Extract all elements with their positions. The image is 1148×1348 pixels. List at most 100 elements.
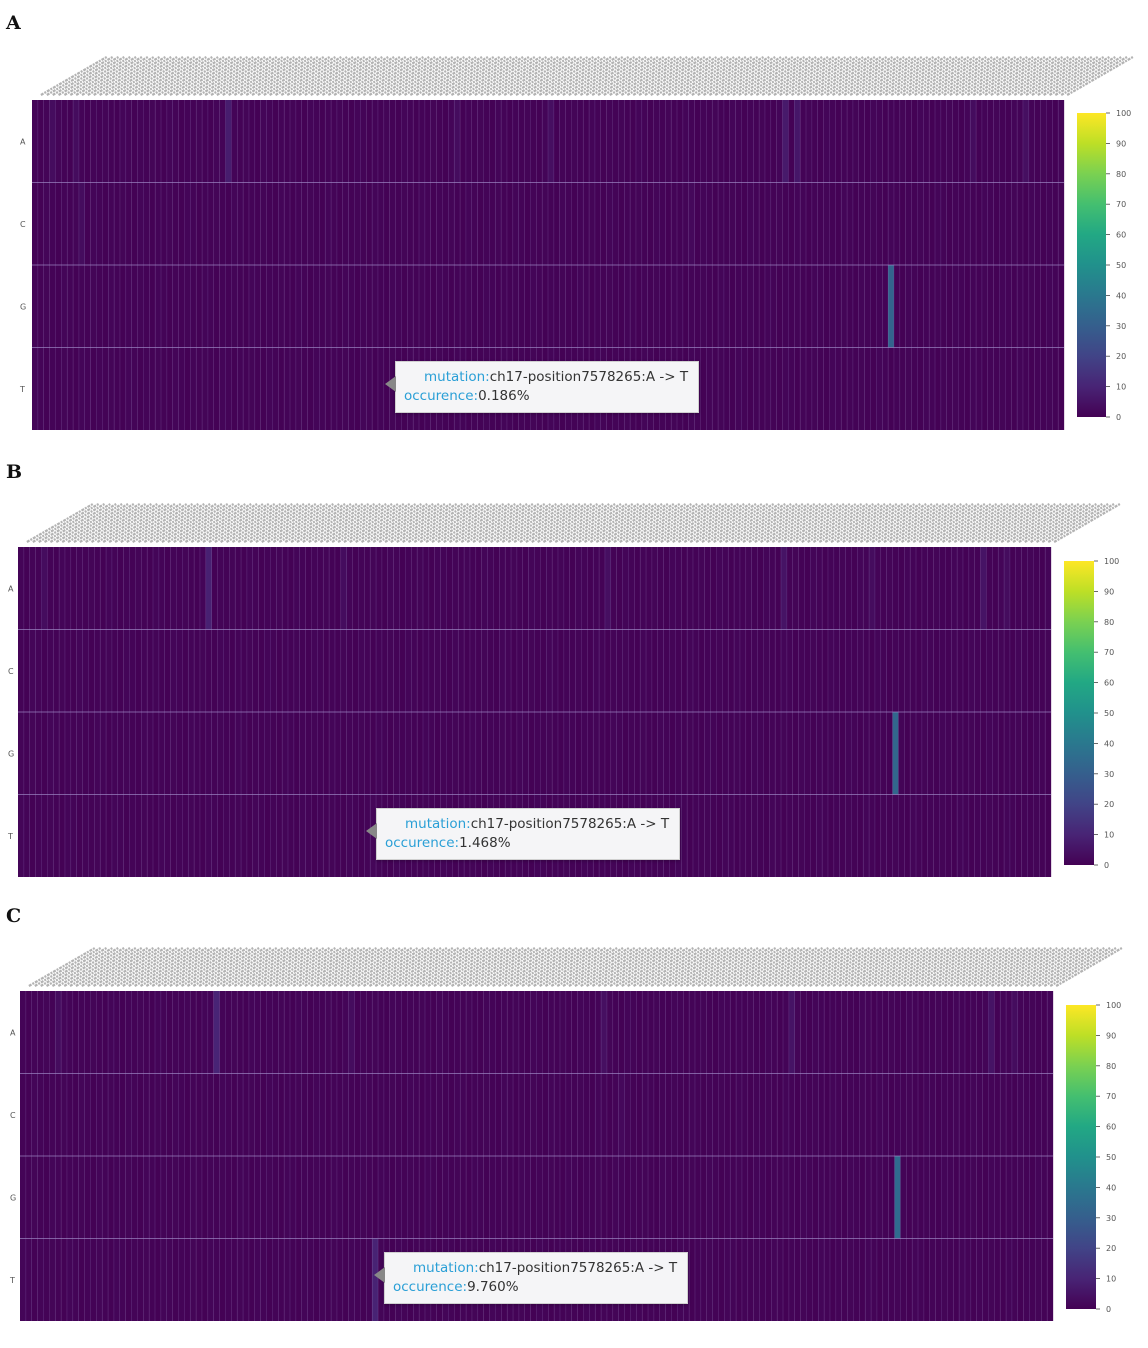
heatmap-cell[interactable] xyxy=(241,547,248,630)
heatmap-cell[interactable] xyxy=(72,1238,79,1322)
heatmap-cell[interactable] xyxy=(916,794,923,878)
heatmap-cell[interactable] xyxy=(354,265,361,348)
heatmap-cell[interactable] xyxy=(581,629,588,713)
heatmap-cell[interactable] xyxy=(119,991,126,1074)
heatmap-cell[interactable] xyxy=(665,1073,672,1157)
heatmap-cell[interactable] xyxy=(1028,265,1035,348)
heatmap-cell[interactable] xyxy=(694,991,701,1074)
heatmap-cell[interactable] xyxy=(393,547,400,630)
heatmap-cell[interactable] xyxy=(125,1238,132,1322)
heatmap-cell[interactable] xyxy=(466,1156,473,1239)
heatmap-cell[interactable] xyxy=(798,629,805,713)
heatmap-cell[interactable] xyxy=(988,1073,995,1157)
heatmap-cell[interactable] xyxy=(276,547,283,630)
heatmap-cell[interactable] xyxy=(43,1156,50,1239)
heatmap-cell[interactable] xyxy=(929,1156,936,1239)
heatmap-cell[interactable] xyxy=(483,991,490,1074)
heatmap-cell[interactable] xyxy=(331,991,338,1074)
heatmap-cell[interactable] xyxy=(108,1238,115,1322)
heatmap-cell[interactable] xyxy=(899,347,906,431)
heatmap-cell[interactable] xyxy=(20,1238,27,1322)
heatmap-cell[interactable] xyxy=(747,265,754,348)
heatmap-cell[interactable] xyxy=(348,182,355,266)
heatmap-cell[interactable] xyxy=(143,1238,150,1322)
heatmap-cell[interactable] xyxy=(495,991,502,1074)
heatmap-cell[interactable] xyxy=(659,100,666,183)
heatmap-cell[interactable] xyxy=(465,182,472,266)
heatmap-cell[interactable] xyxy=(113,991,120,1074)
heatmap-cell[interactable] xyxy=(646,547,653,630)
heatmap-cell[interactable] xyxy=(76,794,83,878)
heatmap-cell[interactable] xyxy=(776,265,783,348)
heatmap-cell[interactable] xyxy=(589,182,596,266)
heatmap-cell[interactable] xyxy=(201,991,208,1074)
heatmap-cell[interactable] xyxy=(325,100,332,183)
heatmap-cell[interactable] xyxy=(912,991,919,1074)
heatmap-cell[interactable] xyxy=(923,347,930,431)
heatmap-cell[interactable] xyxy=(724,1156,731,1239)
heatmap-cell[interactable] xyxy=(863,794,870,878)
heatmap-cell[interactable] xyxy=(49,265,56,348)
heatmap-cell[interactable] xyxy=(137,1156,144,1239)
heatmap-cell[interactable] xyxy=(172,1073,179,1157)
heatmap-cell[interactable] xyxy=(84,991,91,1074)
heatmap-cell[interactable] xyxy=(336,347,343,431)
heatmap-cell[interactable] xyxy=(741,347,748,431)
heatmap-cell[interactable] xyxy=(223,794,230,878)
heatmap-cell[interactable] xyxy=(434,629,441,713)
heatmap-cell[interactable] xyxy=(329,547,336,630)
heatmap-cell[interactable] xyxy=(430,1156,437,1239)
heatmap-cell[interactable] xyxy=(759,1238,766,1322)
heatmap-cell[interactable] xyxy=(395,1156,402,1239)
heatmap-cell[interactable] xyxy=(594,182,601,266)
heatmap-cell[interactable] xyxy=(370,712,377,795)
heatmap-cell[interactable] xyxy=(929,1238,936,1322)
heatmap-cell[interactable] xyxy=(125,991,132,1074)
heatmap-cell[interactable] xyxy=(284,1238,291,1322)
heatmap-cell[interactable] xyxy=(927,712,934,795)
heatmap-cell[interactable] xyxy=(800,1073,807,1157)
heatmap-cell[interactable] xyxy=(786,712,793,795)
heatmap-cell[interactable] xyxy=(323,712,330,795)
heatmap-cell[interactable] xyxy=(184,265,191,348)
heatmap-cell[interactable] xyxy=(1017,347,1024,431)
heatmap-cell[interactable] xyxy=(783,991,790,1074)
heatmap-cell[interactable] xyxy=(528,629,535,713)
heatmap-cell[interactable] xyxy=(542,991,549,1074)
heatmap-cell[interactable] xyxy=(653,265,660,348)
heatmap-cell[interactable] xyxy=(665,265,672,348)
heatmap-cell[interactable] xyxy=(994,1156,1001,1239)
heatmap-cell[interactable] xyxy=(1033,629,1040,713)
heatmap-cell[interactable] xyxy=(735,100,742,183)
heatmap-cell[interactable] xyxy=(393,712,400,795)
heatmap-cell[interactable] xyxy=(959,1238,966,1322)
heatmap-cell[interactable] xyxy=(219,347,226,431)
heatmap-cell[interactable] xyxy=(366,1238,373,1322)
heatmap-cell[interactable] xyxy=(622,712,629,795)
heatmap-cell[interactable] xyxy=(196,991,203,1074)
heatmap-cell[interactable] xyxy=(1045,629,1052,713)
heatmap-cell[interactable] xyxy=(677,1073,684,1157)
heatmap-cell[interactable] xyxy=(407,1156,414,1239)
heatmap-cell[interactable] xyxy=(700,347,707,431)
heatmap-cell[interactable] xyxy=(968,547,975,630)
heatmap-cell[interactable] xyxy=(898,794,905,878)
heatmap-cell[interactable] xyxy=(64,629,71,713)
heatmap-cell[interactable] xyxy=(295,1156,302,1239)
heatmap-cell[interactable] xyxy=(111,629,118,713)
heatmap-cell[interactable] xyxy=(933,794,940,878)
heatmap-cell[interactable] xyxy=(841,182,848,266)
heatmap-cell[interactable] xyxy=(413,991,420,1074)
heatmap-cell[interactable] xyxy=(1052,100,1059,183)
heatmap-cell[interactable] xyxy=(217,629,224,713)
heatmap-cell[interactable] xyxy=(665,1156,672,1239)
heatmap-cell[interactable] xyxy=(184,991,191,1074)
heatmap-cell[interactable] xyxy=(536,182,543,266)
heatmap-cell[interactable] xyxy=(677,1156,684,1239)
heatmap-cell[interactable] xyxy=(827,547,834,630)
heatmap-cell[interactable] xyxy=(205,794,212,878)
heatmap-cell[interactable] xyxy=(923,100,930,183)
heatmap-cell[interactable] xyxy=(818,1156,825,1239)
heatmap-cell[interactable] xyxy=(1028,100,1035,183)
heatmap-cell[interactable] xyxy=(1009,629,1016,713)
